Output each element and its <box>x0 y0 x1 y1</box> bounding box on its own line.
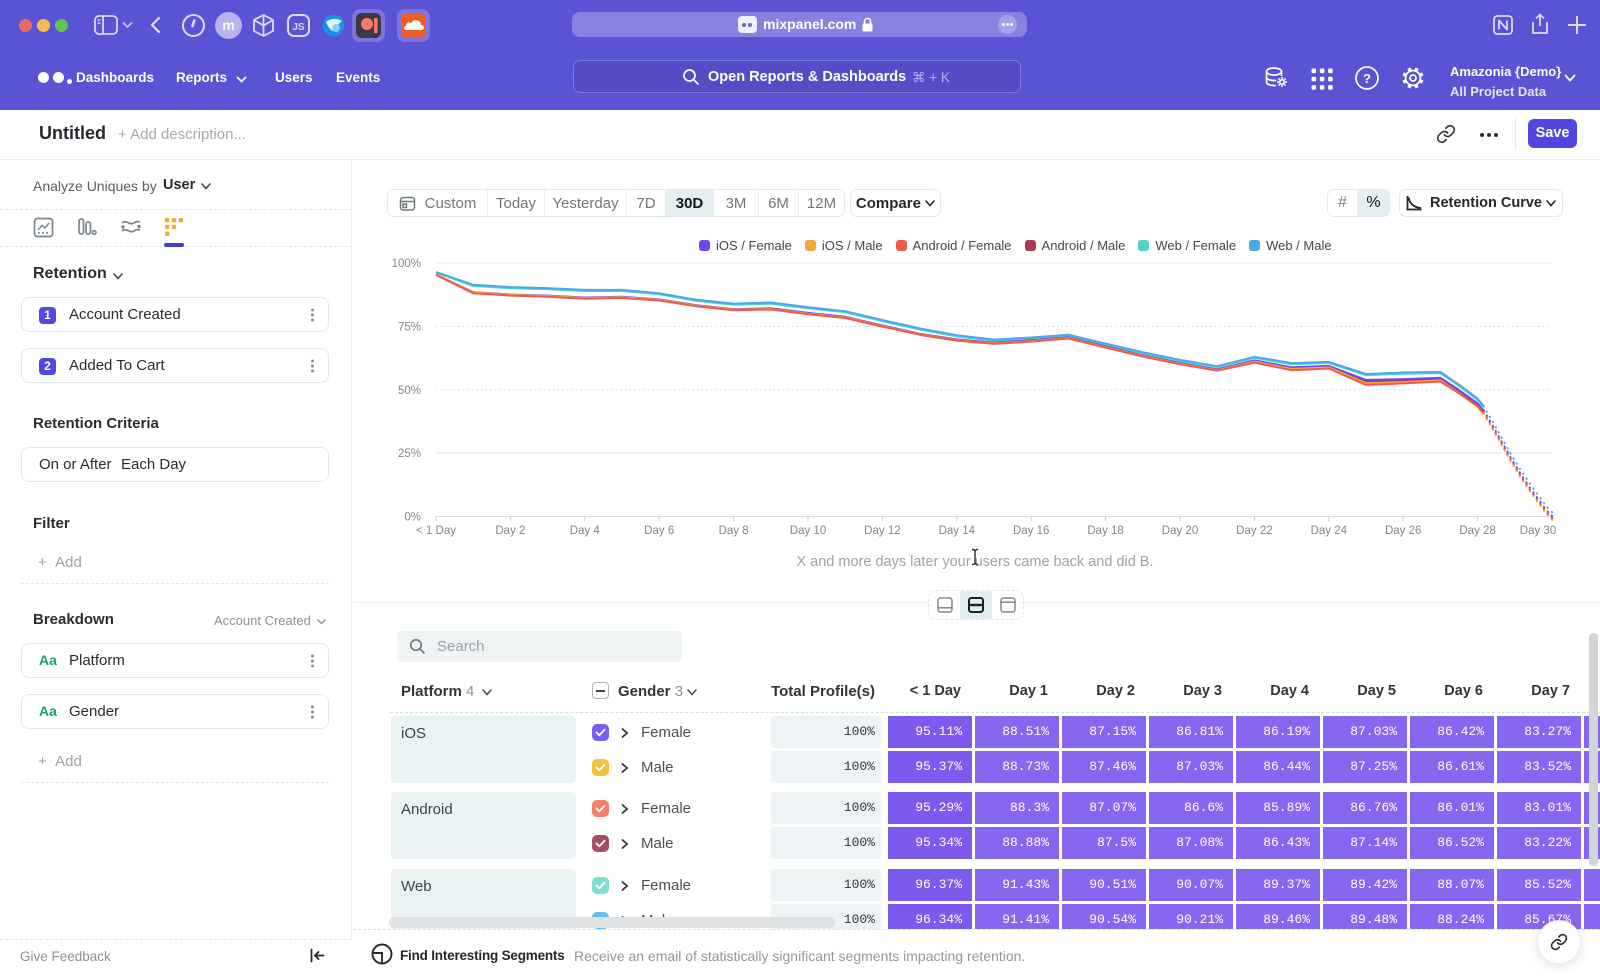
svg-text:Day 4: Day 4 <box>570 525 601 537</box>
svg-text:Day 30: Day 30 <box>1520 525 1556 537</box>
svg-text:Day 16: Day 16 <box>1013 525 1049 537</box>
svg-text:Day 14: Day 14 <box>939 525 976 537</box>
svg-text:?: ? <box>1363 71 1371 86</box>
svg-text:25%: 25% <box>398 448 421 460</box>
svg-text:Day 24: Day 24 <box>1311 525 1348 537</box>
svg-text:Day 12: Day 12 <box>864 525 900 537</box>
svg-text:0%: 0% <box>404 512 421 524</box>
svg-text:JS: JS <box>292 22 305 33</box>
svg-text:Day 28: Day 28 <box>1459 525 1495 537</box>
svg-text:Day 20: Day 20 <box>1162 525 1198 537</box>
svg-text:Day 6: Day 6 <box>644 525 674 537</box>
svg-text:Day 10: Day 10 <box>790 525 826 537</box>
svg-text:Day 22: Day 22 <box>1236 525 1272 537</box>
svg-text:Day 8: Day 8 <box>719 525 749 537</box>
svg-text:Day 18: Day 18 <box>1087 525 1123 537</box>
svg-text:50%: 50% <box>398 385 421 397</box>
svg-text:Day 2: Day 2 <box>495 525 525 537</box>
svg-text:< 1 Day: < 1 Day <box>416 525 456 537</box>
svg-text:75%: 75% <box>398 321 421 333</box>
svg-text:100%: 100% <box>392 258 421 270</box>
svg-text:Day 26: Day 26 <box>1385 525 1421 537</box>
